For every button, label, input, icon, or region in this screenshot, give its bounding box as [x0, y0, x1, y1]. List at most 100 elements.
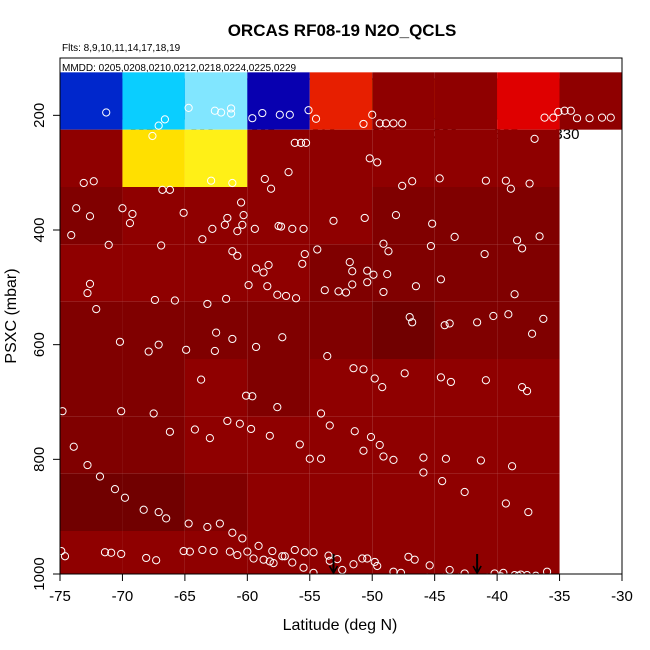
observation-point: [369, 270, 378, 279]
observation-point: [60, 552, 70, 561]
observation-point: [396, 568, 406, 577]
heatmap-cell: [434, 359, 498, 417]
observation-point: [228, 178, 237, 188]
observation-point: [69, 442, 78, 451]
observation-point: [144, 347, 153, 356]
observation-point: [150, 295, 160, 305]
observation-point: [363, 554, 372, 563]
observation-point: [425, 561, 434, 570]
observation-point: [313, 245, 322, 254]
heatmap-cell: [247, 531, 310, 574]
observation-point: [426, 241, 436, 251]
observation-point: [398, 119, 407, 128]
observation-point: [83, 460, 92, 470]
y-axis: 200 400 600 800 1000: [31, 103, 60, 591]
plot-frame: [59, 57, 623, 575]
observation-point: [370, 557, 379, 567]
observation-point: [341, 288, 351, 297]
heatmap-cell: [434, 531, 498, 574]
heatmap-cell: [434, 129, 498, 187]
x-tick-label: -55: [299, 588, 321, 605]
observation-point: [517, 382, 527, 392]
heatmap-cell: [60, 72, 123, 130]
observation-point: [269, 559, 278, 568]
observation-point: [535, 232, 544, 241]
observation-point: [258, 108, 267, 118]
observation-point: [58, 407, 67, 416]
observation-point: [428, 219, 437, 228]
observation-point: [325, 421, 334, 430]
observation-point: [198, 545, 207, 555]
observation-point: [506, 184, 515, 193]
observation-point: [209, 546, 218, 556]
observation-point: [379, 452, 388, 461]
heatmap-cell: [60, 187, 123, 245]
observation-point: [363, 278, 372, 287]
observation-point: [118, 204, 127, 213]
heatmap-cell: [309, 244, 373, 302]
x-tick-label: -65: [174, 588, 196, 605]
observation-point: [260, 174, 269, 184]
observation-point: [348, 267, 357, 276]
observation-point: [517, 244, 527, 253]
observation-point: [165, 427, 175, 436]
observation-point: [606, 113, 615, 122]
observation-point: [408, 318, 417, 327]
heatmap-cell: [497, 244, 560, 302]
observation-point: [170, 296, 179, 305]
observation-point: [373, 561, 382, 571]
observation-point: [154, 340, 163, 349]
observation-point: [265, 431, 274, 440]
observation-point: [259, 268, 268, 277]
observation-point: [241, 391, 251, 400]
observation-point: [389, 455, 398, 465]
observation-point: [320, 286, 329, 295]
observation-point: [251, 264, 261, 273]
observation-point: [358, 554, 367, 563]
heatmap-cell: [309, 187, 373, 245]
observation-point: [160, 115, 170, 124]
observation-point: [162, 514, 171, 523]
observation-point: [349, 560, 358, 569]
observation-point: [566, 106, 575, 115]
heatmap-cell: [60, 301, 123, 359]
x-tick-label: -70: [112, 588, 134, 605]
observation-point: [373, 158, 382, 167]
observation-point: [510, 290, 519, 299]
observation-point: [85, 279, 95, 288]
heatmap-cell: [247, 301, 310, 359]
observation-point: [525, 179, 534, 188]
x-tick-label: -45: [424, 588, 446, 605]
heatmap-cell: [247, 359, 310, 417]
observation-point: [268, 546, 277, 556]
observation-point: [507, 462, 517, 471]
heatmap-cell: [60, 129, 123, 187]
colorbar-tick-label: 330: [554, 126, 579, 143]
observation-point: [203, 522, 212, 532]
observation-point: [423, 573, 432, 582]
x-tick-label: -35: [549, 588, 571, 605]
observation-point: [248, 392, 257, 401]
observation-point: [311, 114, 321, 123]
observation-point: [142, 553, 151, 563]
x-tick-label: -75: [49, 588, 71, 605]
observation-point: [304, 106, 313, 115]
observation-point: [226, 104, 236, 113]
observation-point: [125, 219, 135, 228]
dates-label: MMDD: 0205,0208,0210,0212,0218,0224,0225…: [62, 63, 297, 74]
observation-point: [95, 472, 105, 481]
heatmap-cell: [309, 359, 373, 417]
heatmap-cell: [559, 72, 622, 130]
observation-point: [383, 270, 392, 279]
observation-point: [288, 224, 297, 233]
observation-point: [359, 446, 368, 455]
heatmap-cell: [247, 72, 310, 130]
observation-point: [259, 555, 268, 564]
observation-point: [490, 569, 499, 578]
observation-point: [203, 299, 212, 309]
observation-point: [379, 287, 388, 297]
observation-point: [210, 346, 219, 356]
observation-point: [446, 377, 456, 387]
observation-point: [79, 178, 88, 188]
observation-point: [154, 507, 163, 517]
